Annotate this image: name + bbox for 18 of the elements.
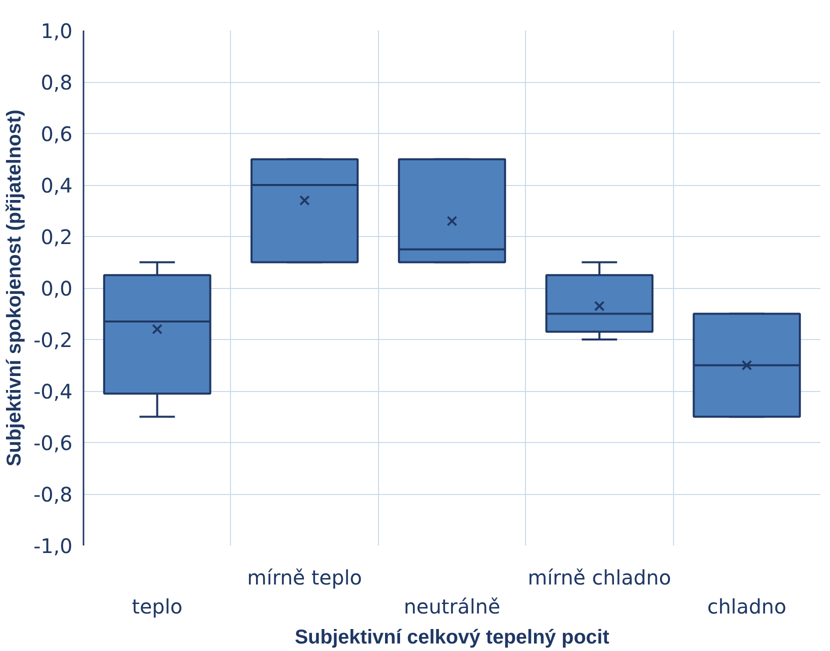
y-tick-label: -0,8 bbox=[33, 482, 73, 506]
y-tick-label: -0,2 bbox=[33, 328, 73, 352]
y-tick-label: 0,4 bbox=[40, 174, 73, 198]
x-tick-label: chladno bbox=[707, 594, 786, 618]
y-tick-label: 0,2 bbox=[40, 225, 73, 249]
y-tick-label: -1,0 bbox=[33, 534, 73, 558]
y-tick-label: -0,4 bbox=[33, 380, 73, 404]
y-tick-label: 0,8 bbox=[40, 70, 73, 94]
x-axis-title: Subjektivní celkový tepelný pocit bbox=[294, 626, 610, 648]
x-tick-label: teplo bbox=[132, 594, 183, 618]
x-tick-label: neutrálně bbox=[404, 594, 500, 618]
x-tick-label: mírně teplo bbox=[247, 566, 362, 590]
y-tick-label: 0,0 bbox=[40, 276, 73, 300]
y-axis-title: Subjektivní spokojenost (přijatelnost) bbox=[3, 110, 26, 466]
x-tick-label: mírně chladno bbox=[528, 566, 672, 590]
y-tick-label: 0,6 bbox=[40, 122, 73, 146]
y-tick-label: -0,6 bbox=[33, 431, 73, 455]
y-tick-label: 1,0 bbox=[40, 19, 73, 43]
